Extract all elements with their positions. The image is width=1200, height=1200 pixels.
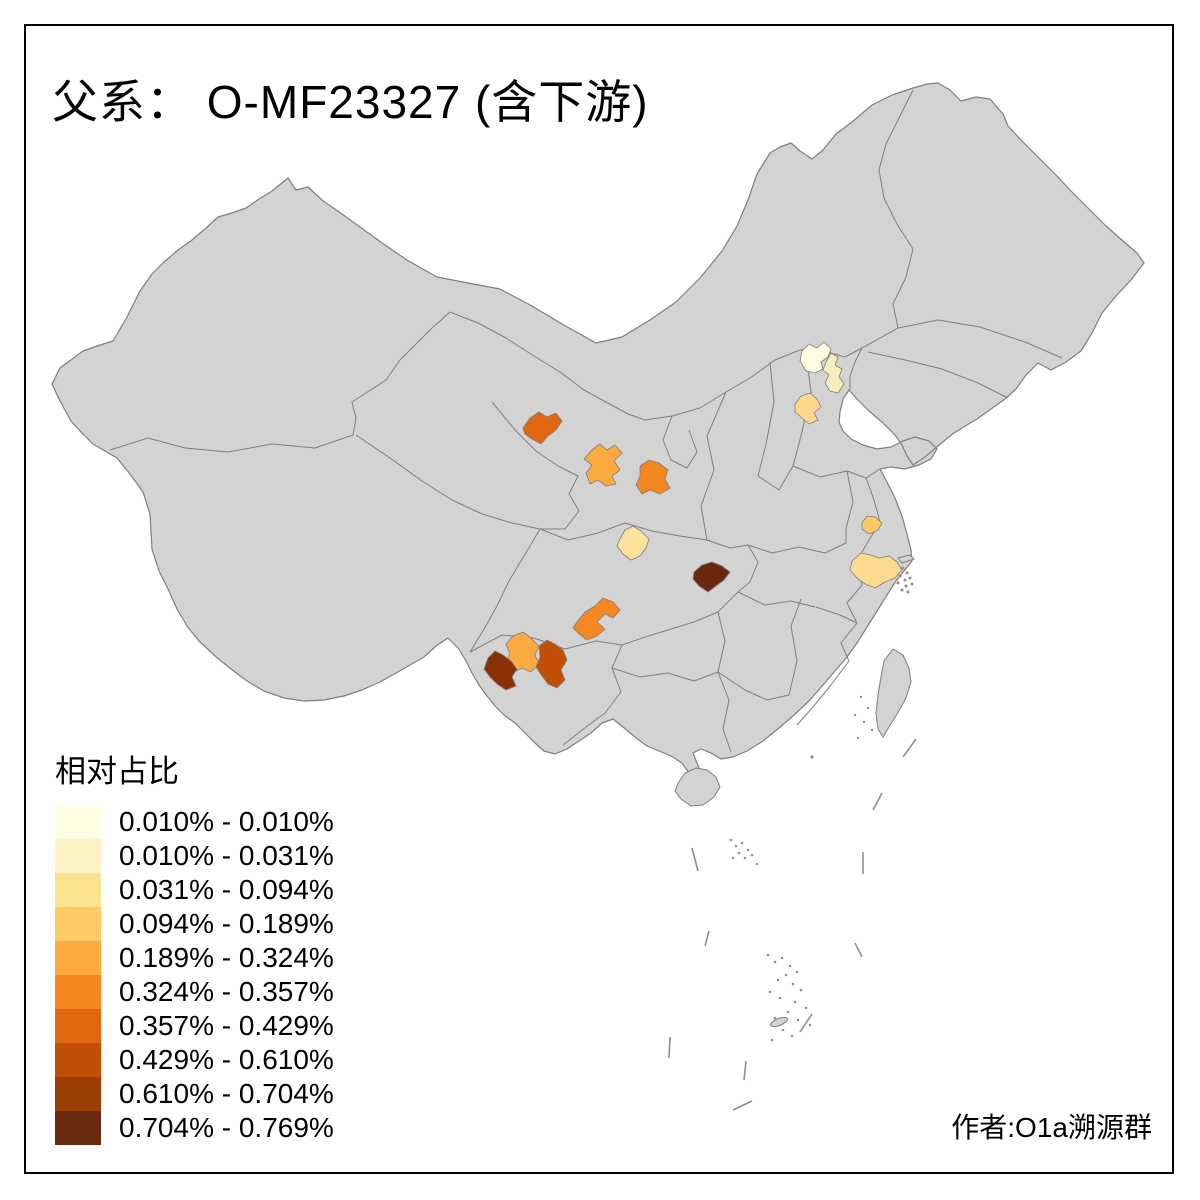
- legend-color-swatch: [55, 941, 101, 975]
- legend: 相对占比 0.010% - 0.010% 0.010% - 0.031% 0.0…: [55, 746, 334, 1145]
- legend-row: 0.324% - 0.357%: [55, 975, 334, 1009]
- china-mainland-outline: [51, 82, 1145, 780]
- region-west-yunnan: [483, 650, 518, 691]
- legend-range-label: 0.189% - 0.324%: [119, 942, 334, 973]
- legend-color-swatch: [55, 975, 101, 1009]
- legend-color-swatch: [55, 1077, 101, 1111]
- region-lanzhou-gansu: [583, 443, 623, 487]
- plot-frame: [24, 24, 1174, 1174]
- legend-color-swatch: [55, 805, 101, 839]
- legend-range-label: 0.010% - 0.010%: [119, 806, 334, 837]
- legend-color-swatch: [55, 873, 101, 907]
- region-central-yunnan: [535, 639, 568, 689]
- legend-range-label: 0.704% - 0.769%: [119, 1112, 334, 1143]
- legend-range-label: 0.010% - 0.031%: [119, 840, 334, 871]
- legend-row: 0.704% - 0.769%: [55, 1111, 334, 1145]
- chart-title: 父系： O-MF23327 (含下游): [52, 76, 649, 128]
- legend-row: 0.010% - 0.031%: [55, 839, 334, 873]
- legend-row: 0.094% - 0.189%: [55, 907, 334, 941]
- small-islands-dots: [729, 566, 914, 1042]
- legend-row: 0.429% - 0.610%: [55, 1043, 334, 1077]
- chongming-island: [897, 554, 915, 564]
- attribution-text: 作者:O1a溯源群: [951, 1112, 1152, 1143]
- region-south-sichuan: [572, 597, 621, 641]
- region-central-jiangsu: [849, 552, 903, 589]
- legend-color-swatch: [55, 907, 101, 941]
- legend-color-swatch: [55, 1111, 101, 1145]
- nine-dash-line: [668, 738, 917, 1111]
- region-north-sichuan: [616, 525, 650, 561]
- region-beijing: [799, 341, 832, 374]
- legend-range-label: 0.610% - 0.704%: [119, 1078, 334, 1109]
- region-hexi-gansu: [522, 411, 563, 445]
- region-north-jiangsu: [861, 515, 883, 535]
- region-tianjin: [822, 352, 845, 394]
- legend-range-label: 0.357% - 0.429%: [119, 1010, 334, 1041]
- legend-range-label: 0.429% - 0.610%: [119, 1044, 334, 1075]
- legend-row: 0.610% - 0.704%: [55, 1077, 334, 1111]
- region-central-hebei: [794, 392, 822, 425]
- legend-row: 0.357% - 0.429%: [55, 1009, 334, 1043]
- legend-color-swatch: [55, 1009, 101, 1043]
- highlighted-regions: [483, 341, 903, 691]
- region-east-gansu: [635, 459, 671, 495]
- taiwan-island: [875, 648, 912, 738]
- taiwan-bank-islet: [770, 1016, 788, 1028]
- legend-rows: 0.010% - 0.010% 0.010% - 0.031% 0.031% -…: [55, 805, 334, 1145]
- legend-color-swatch: [55, 1043, 101, 1077]
- legend-row: 0.010% - 0.010%: [55, 805, 334, 839]
- legend-range-label: 0.094% - 0.189%: [119, 908, 334, 939]
- legend-range-label: 0.031% - 0.094%: [119, 874, 334, 905]
- legend-row: 0.189% - 0.324%: [55, 941, 334, 975]
- legend-title: 相对占比: [55, 754, 179, 789]
- hainan-island: [674, 767, 721, 807]
- legend-row: 0.031% - 0.094%: [55, 873, 334, 907]
- legend-color-swatch: [55, 839, 101, 873]
- region-west-hubei: [692, 561, 731, 593]
- legend-range-label: 0.324% - 0.357%: [119, 976, 334, 1007]
